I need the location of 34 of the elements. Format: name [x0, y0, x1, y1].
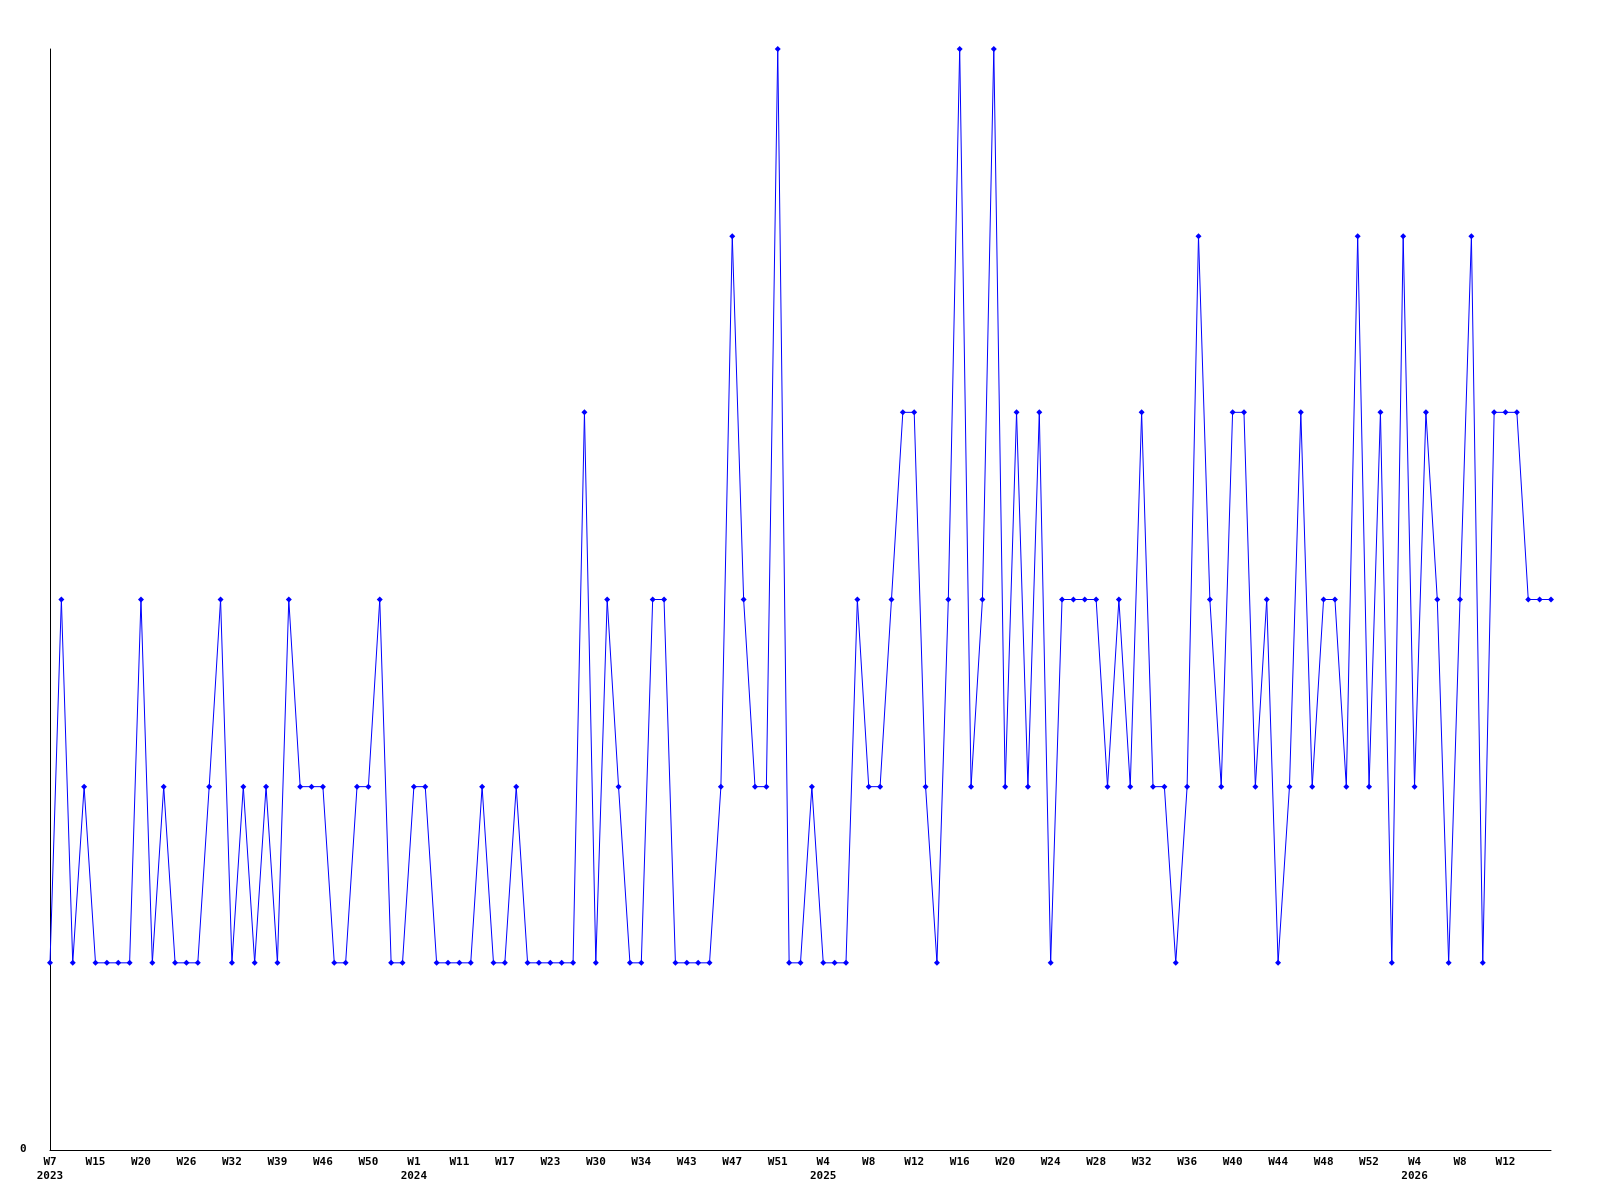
x-tick-label: W32	[1131, 1154, 1152, 1168]
x-tick-label: W8	[862, 1154, 876, 1168]
x-tick-label: W39	[267, 1154, 288, 1168]
x-tick-label: W4 2025	[809, 1154, 837, 1182]
x-tick-label: W23	[540, 1154, 561, 1168]
x-tick-label: W15	[85, 1154, 106, 1168]
x-tick-label: W12	[1495, 1154, 1516, 1168]
x-tick-label: W12	[904, 1154, 925, 1168]
x-tick-label: W46	[312, 1154, 334, 1168]
text: 0	[20, 1142, 27, 1155]
x-tick-label: W28	[1086, 1154, 1107, 1168]
x-tick-label: W11	[449, 1154, 470, 1168]
x-tick-label: W8	[1453, 1154, 1467, 1168]
x-tick-label: W30	[585, 1154, 606, 1168]
x-tick-label: W4 2026	[1401, 1154, 1429, 1182]
x-tick-label: W17	[494, 1154, 515, 1168]
x-tick-label: W44	[1268, 1154, 1289, 1168]
x-tick-label: W7 2023	[36, 1154, 64, 1182]
x-tick-label: W36	[1177, 1154, 1198, 1168]
x-tick-label: W32	[222, 1154, 242, 1168]
x-tick-label: W1 2024	[400, 1154, 428, 1182]
x-tick-label: W26	[176, 1154, 197, 1168]
x-tick-label: W16	[949, 1154, 970, 1168]
x-tick-label: W43	[676, 1154, 697, 1168]
x-tick-label: W51	[767, 1154, 789, 1168]
x-tick-label: W47	[722, 1154, 743, 1168]
x-tick-label: W20	[131, 1154, 151, 1168]
x-tick-label: W40	[1222, 1154, 1243, 1168]
x-tick-label: W24	[1040, 1154, 1061, 1168]
x-tick-label: W50	[358, 1154, 379, 1168]
x-tick-label: W34	[631, 1154, 652, 1168]
x-tick-label: W52	[1359, 1154, 1379, 1168]
x-tick-label: W48	[1313, 1154, 1334, 1168]
x-tick-label: W20	[995, 1154, 1016, 1168]
